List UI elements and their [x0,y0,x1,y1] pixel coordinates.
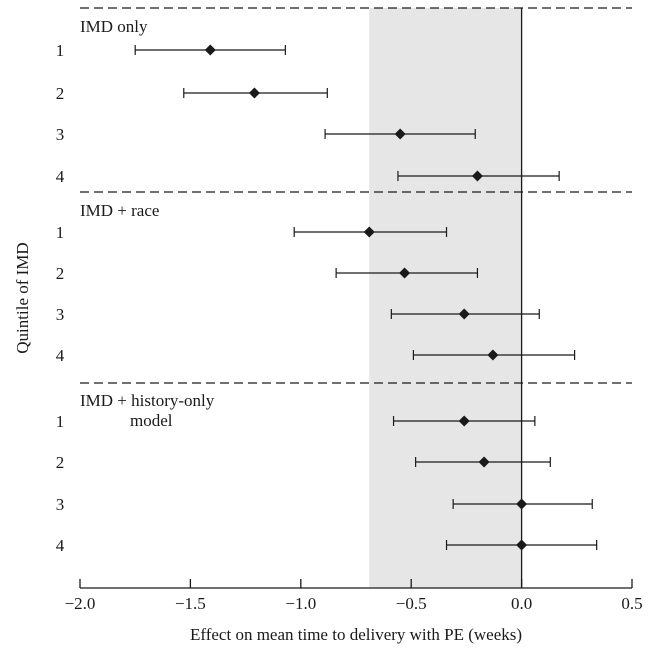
row-label: 4 [56,167,65,186]
x-tick-label: 0.0 [511,594,532,613]
panel-title: IMD only [80,17,148,36]
row-label: 3 [56,495,65,514]
x-axis: −2.0 −1.5 −1.0 −0.5 0.0 0.5 [65,579,643,613]
estimate-marker [394,128,406,140]
estimate-marker [248,87,260,99]
estimate-marker [204,44,216,56]
panel-title: IMD + history-only [80,391,215,410]
estimate-marker [458,308,470,320]
panel: IMD + race 1 2 3 4 [56,201,576,365]
estimate-marker [516,539,528,551]
row-label: 1 [56,41,65,60]
estimate-marker [471,170,483,182]
row-label: 1 [56,412,65,431]
estimate-marker [458,415,470,427]
panel-title: IMD + race [80,201,159,220]
x-ticks: −2.0 −1.5 −1.0 −0.5 0.0 0.5 [65,579,643,613]
x-tick-label: −1.5 [175,594,206,613]
estimate-marker [478,456,490,468]
panel-dividers [80,7,632,384]
row-label: 3 [56,125,65,144]
x-axis-title: Effect on mean time to delivery with PE … [190,625,522,644]
row-label: 2 [56,84,65,103]
row-label: 2 [56,264,65,283]
estimate-marker [399,267,411,279]
shaded-band [369,8,522,588]
panel: IMD only 1 2 3 4 [56,17,560,186]
estimate-marker [363,226,375,238]
row-label: 1 [56,223,65,242]
row-label: 4 [56,536,65,555]
row-label: 2 [56,453,65,472]
row-label: 4 [56,346,65,365]
x-tick-label: 0.5 [621,594,642,613]
y-axis-title: Quintile of IMD [13,242,32,353]
x-tick-label: −0.5 [396,594,427,613]
x-tick-label: −2.0 [65,594,96,613]
row-label: 3 [56,305,65,324]
estimate-marker [487,349,499,361]
estimate-marker [516,498,528,510]
panel-title: model [130,411,173,430]
x-tick-label: −1.0 [285,594,316,613]
